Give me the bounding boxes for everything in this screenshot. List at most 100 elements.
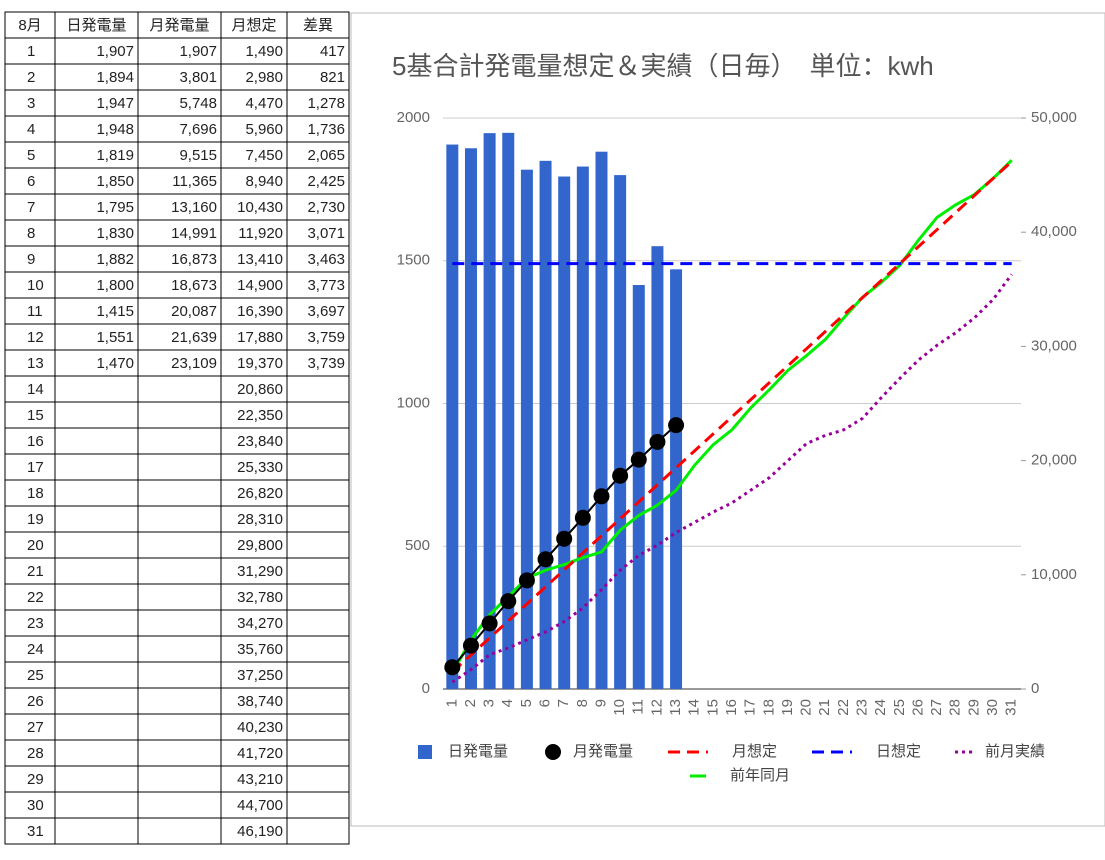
cell <box>286 557 350 585</box>
cell <box>54 713 139 741</box>
cell-text: 44,700 <box>237 797 283 814</box>
cell <box>286 401 350 429</box>
cell-text: 19 <box>27 511 44 528</box>
cell-text: 3 <box>27 95 35 112</box>
cell <box>54 791 139 819</box>
cell-text: 32,780 <box>237 589 283 606</box>
cell <box>54 375 139 403</box>
cell <box>286 167 350 195</box>
dot <box>630 451 647 468</box>
cell-text: 26,820 <box>237 485 283 502</box>
cell <box>4 635 56 663</box>
cell <box>137 271 222 299</box>
header-text: 8月 <box>18 17 41 34</box>
header-cell <box>286 11 350 39</box>
cell-text: 10 <box>27 277 44 294</box>
cell-text: 28,310 <box>237 511 283 528</box>
header-cell <box>137 11 222 39</box>
y2-tick-label: 10,000 <box>1031 566 1077 583</box>
dot <box>574 509 591 526</box>
cell-text: 23,840 <box>237 433 283 450</box>
cell <box>286 765 350 793</box>
cell <box>220 63 288 91</box>
cell <box>54 609 139 637</box>
cell <box>220 713 288 741</box>
cell-text: 8,940 <box>245 173 283 190</box>
cell-text: 16,873 <box>171 251 217 268</box>
cell-text: 9,515 <box>179 147 217 164</box>
x-tick-label: 24 <box>872 699 889 716</box>
series-line <box>451 159 1013 674</box>
cell <box>286 505 350 533</box>
bar <box>539 160 552 689</box>
header-text: 差異 <box>303 17 333 34</box>
cell-text: 19,370 <box>237 355 283 372</box>
dot <box>537 551 554 568</box>
cell-text: 41,720 <box>237 745 283 762</box>
cell <box>220 765 288 793</box>
x-tick-label: 9 <box>592 699 609 707</box>
x-tick-label: 21 <box>816 699 833 716</box>
cell <box>220 661 288 689</box>
cell-text: 1,948 <box>96 121 134 138</box>
cell-text: 13 <box>27 355 44 372</box>
cell-text: 1,907 <box>179 43 217 60</box>
y-tick-label: 0 <box>422 680 430 697</box>
cell <box>54 323 139 351</box>
x-tick-label: 11 <box>630 699 647 715</box>
cell <box>54 245 139 273</box>
cell-text: 31,290 <box>237 563 283 580</box>
cell-text: 1 <box>27 43 35 60</box>
cell <box>286 89 350 117</box>
header-cell <box>220 11 288 39</box>
cell <box>4 427 56 455</box>
cell <box>220 401 288 429</box>
cell-text: 21 <box>27 563 44 580</box>
cell <box>137 297 222 325</box>
cell <box>137 713 222 741</box>
cell-text: 13,160 <box>171 199 217 216</box>
y-tick-label: 2000 <box>397 109 430 126</box>
cell <box>54 479 139 507</box>
cell <box>4 557 56 585</box>
cell <box>54 557 139 585</box>
cell <box>137 427 222 455</box>
cell <box>220 609 288 637</box>
cell <box>137 557 222 585</box>
cell-text: 23 <box>27 615 44 632</box>
cell-text: 1,490 <box>245 43 283 60</box>
cell <box>220 115 288 143</box>
bar <box>558 176 571 690</box>
x-tick-label: 29 <box>965 699 982 716</box>
cell <box>220 89 288 117</box>
cell <box>137 245 222 273</box>
dot <box>556 530 573 547</box>
cell-text: 3,739 <box>307 355 345 372</box>
cell <box>137 479 222 507</box>
x-tick-label: 19 <box>779 699 796 716</box>
cell-text: 15 <box>27 407 44 424</box>
x-tick-label: 15 <box>704 699 721 716</box>
cell <box>137 739 222 767</box>
bar <box>670 269 683 689</box>
cell-text: 2,425 <box>307 173 345 190</box>
legend-label: 月発電量 <box>573 743 633 760</box>
cell <box>4 37 56 65</box>
cell <box>286 713 350 741</box>
cell <box>220 349 288 377</box>
x-tick-label: 25 <box>891 699 908 716</box>
series-line <box>451 273 1013 684</box>
cell <box>54 401 139 429</box>
cell-text: 3,801 <box>179 69 217 86</box>
bar <box>464 148 477 689</box>
x-tick-label: 20 <box>798 699 815 716</box>
cell <box>286 37 350 65</box>
x-tick-label: 13 <box>667 699 684 716</box>
cell-text: 40,230 <box>237 719 283 736</box>
cell-text: 821 <box>320 69 345 86</box>
cell <box>137 89 222 117</box>
cell <box>286 479 350 507</box>
x-tick-label: 2 <box>462 699 479 707</box>
cell-text: 35,760 <box>237 641 283 658</box>
